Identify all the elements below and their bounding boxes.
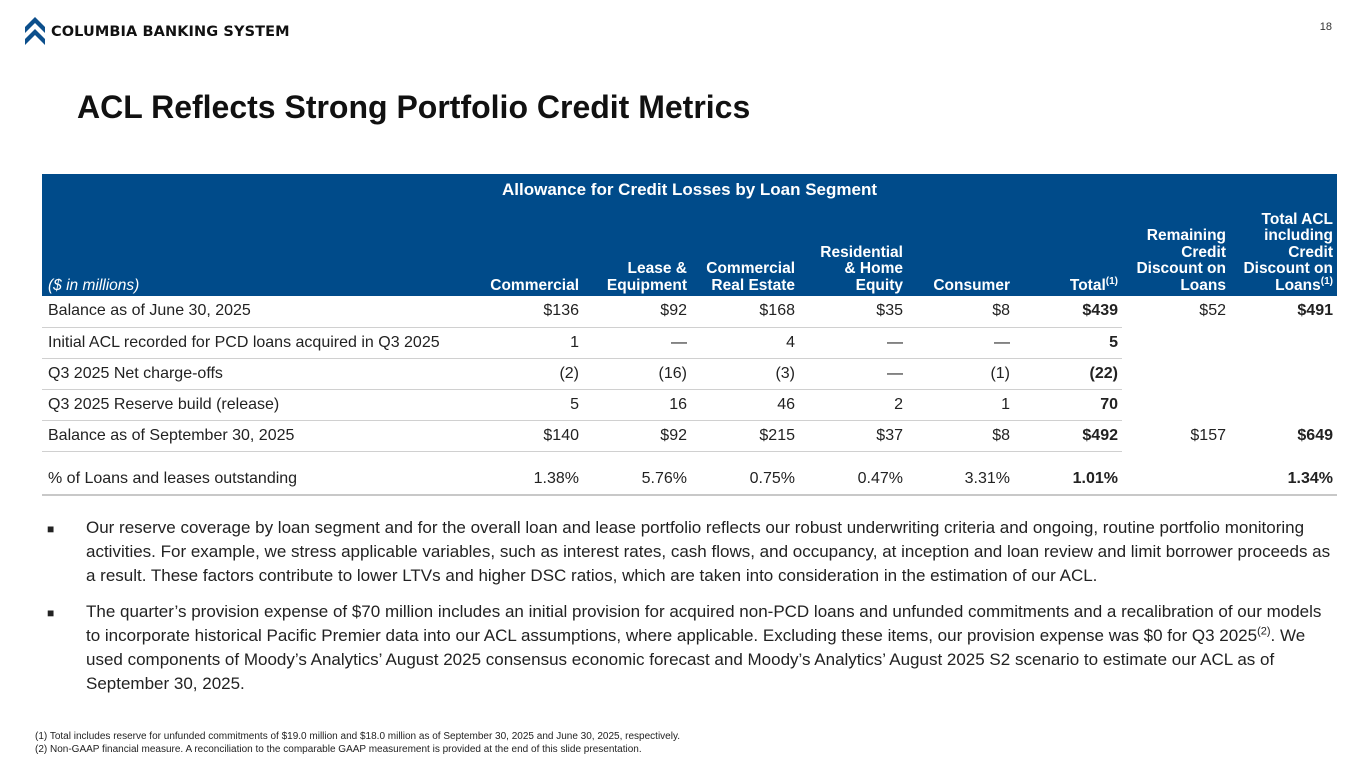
table-row: Initial ACL recorded for PCD loans acqui… [42, 327, 1337, 359]
cell-res: 0.47% [799, 451, 907, 496]
page-title: ACL Reflects Strong Portfolio Credit Met… [77, 89, 751, 125]
row-label: % of Loans and leases outstanding [42, 451, 472, 496]
cell-remaining: $52 [1199, 302, 1226, 319]
table-row: Balance as of September 30, 2025 $140 $9… [42, 420, 1337, 452]
cell-remaining: $157 [1190, 426, 1226, 444]
cell-total: 1.01% [1014, 451, 1122, 496]
cell-res: $35 [799, 296, 907, 328]
table-row: Balance as of June 30, 2025 $136 $92 $16… [42, 296, 1337, 328]
col-total-acl-including-discount: Total ACL including Credit Discount on Loans… [1230, 206, 1337, 296]
cell-total-acl [1230, 327, 1337, 358]
cell-consumer: 1 [907, 389, 1014, 421]
cell-cre: $168 [691, 296, 799, 328]
cell-remaining [1122, 358, 1230, 389]
unit-label: ($ in millions) [42, 206, 472, 296]
table-row: Q3 2025 Reserve build (release) 5 16 46 … [42, 389, 1337, 421]
cell-total: $439 [1014, 296, 1122, 328]
footnotes: (1) Total includes reserve for unfunded … [35, 730, 680, 756]
bullet-list: ■ Our reserve coverage by loan segment a… [47, 516, 1339, 708]
cell-total-acl: $491 [1297, 302, 1333, 319]
bullet-marker-icon: ■ [47, 606, 55, 620]
footnote-2: (2) Non-GAAP financial measure. A reconc… [35, 744, 642, 755]
cell-commercial: $140 [472, 420, 583, 452]
cell-consumer: $8 [907, 296, 1014, 328]
cell-commercial: (2) [472, 358, 583, 390]
cell-lease: (16) [583, 358, 691, 390]
cell-res: $37 [799, 420, 907, 452]
cell-total: 70 [1014, 389, 1122, 421]
row-label: Balance as of September 30, 2025 [42, 420, 472, 452]
cell-consumer: 3.31% [907, 451, 1014, 496]
cell-total: 5 [1014, 327, 1122, 359]
logo-text: COLUMBIA BANKING SYSTEM [51, 24, 290, 40]
cell-remaining [1122, 451, 1230, 496]
cell-lease: 5.76% [583, 451, 691, 496]
cell-res: 2 [799, 389, 907, 421]
cell-cre: 0.75% [691, 451, 799, 496]
table-row: Q3 2025 Net charge-offs (2) (16) (3) — (… [42, 358, 1337, 390]
col-commercial-real-estate: Commercial Real Estate [691, 206, 799, 296]
table-banner: Allowance for Credit Losses by Loan Segm… [42, 174, 1337, 206]
row-label: Q3 2025 Net charge-offs [42, 358, 472, 390]
col-consumer: Consumer [907, 206, 1014, 296]
cell-remaining [1122, 327, 1230, 358]
cell-cre: 46 [691, 389, 799, 421]
footnote-1: (1) Total includes reserve for unfunded … [35, 731, 680, 742]
row-label: Initial ACL recorded for PCD loans acqui… [42, 327, 472, 359]
cell-consumer: — [907, 327, 1014, 359]
col-total: Total(1) [1014, 206, 1122, 296]
cell-cre: 4 [691, 327, 799, 359]
bullet-text: Our reserve coverage by loan segment and… [86, 518, 1331, 585]
cell-total-acl: $649 [1297, 426, 1333, 444]
bullet-item: ■ The quarter’s provision expense of $70… [47, 600, 1339, 696]
cell-res: — [799, 327, 907, 359]
cell-commercial: 5 [472, 389, 583, 421]
bullet-marker-icon: ■ [47, 522, 55, 536]
cell-commercial: 1 [472, 327, 583, 359]
company-logo: COLUMBIA BANKING SYSTEM [25, 17, 290, 47]
bullet-item: ■ Our reserve coverage by loan segment a… [47, 516, 1339, 588]
cell-remaining [1122, 389, 1230, 420]
cell-total: (22) [1014, 358, 1122, 390]
cell-lease: $92 [583, 296, 691, 328]
acl-table: Allowance for Credit Losses by Loan Segm… [42, 174, 1337, 496]
cell-total: $492 [1014, 420, 1122, 452]
cell-consumer: (1) [907, 358, 1014, 390]
col-lease-equipment: Lease & Equipment [583, 206, 691, 296]
cell-res: — [799, 358, 907, 390]
cell-lease: — [583, 327, 691, 359]
page-number: 18 [1319, 21, 1332, 33]
cell-commercial: $136 [472, 296, 583, 328]
cell-total-acl: 1.34% [1230, 451, 1337, 496]
row-label: Q3 2025 Reserve build (release) [42, 389, 472, 421]
cell-total-acl [1230, 358, 1337, 389]
row-label: Balance as of June 30, 2025 [42, 296, 472, 328]
col-remaining-credit-discount: Remaining Credit Discount on Loans [1122, 206, 1230, 296]
cell-commercial: 1.38% [472, 451, 583, 496]
header-row: ($ in millions) Commercial Lease & Equipm… [42, 206, 1337, 296]
logo-chevron-icon [25, 17, 45, 45]
col-commercial: Commercial [472, 206, 583, 296]
cell-cre: $215 [691, 420, 799, 452]
col-residential-home-equity: Residential & Home Equity [799, 206, 907, 296]
bullet-text: The quarter’s provision expense of $70 m… [86, 602, 1322, 693]
table-row: % of Loans and leases outstanding 1.38% … [42, 451, 1337, 496]
cell-cre: (3) [691, 358, 799, 390]
cell-total-acl [1230, 389, 1337, 420]
cell-consumer: $8 [907, 420, 1014, 452]
cell-lease: 16 [583, 389, 691, 421]
cell-lease: $92 [583, 420, 691, 452]
